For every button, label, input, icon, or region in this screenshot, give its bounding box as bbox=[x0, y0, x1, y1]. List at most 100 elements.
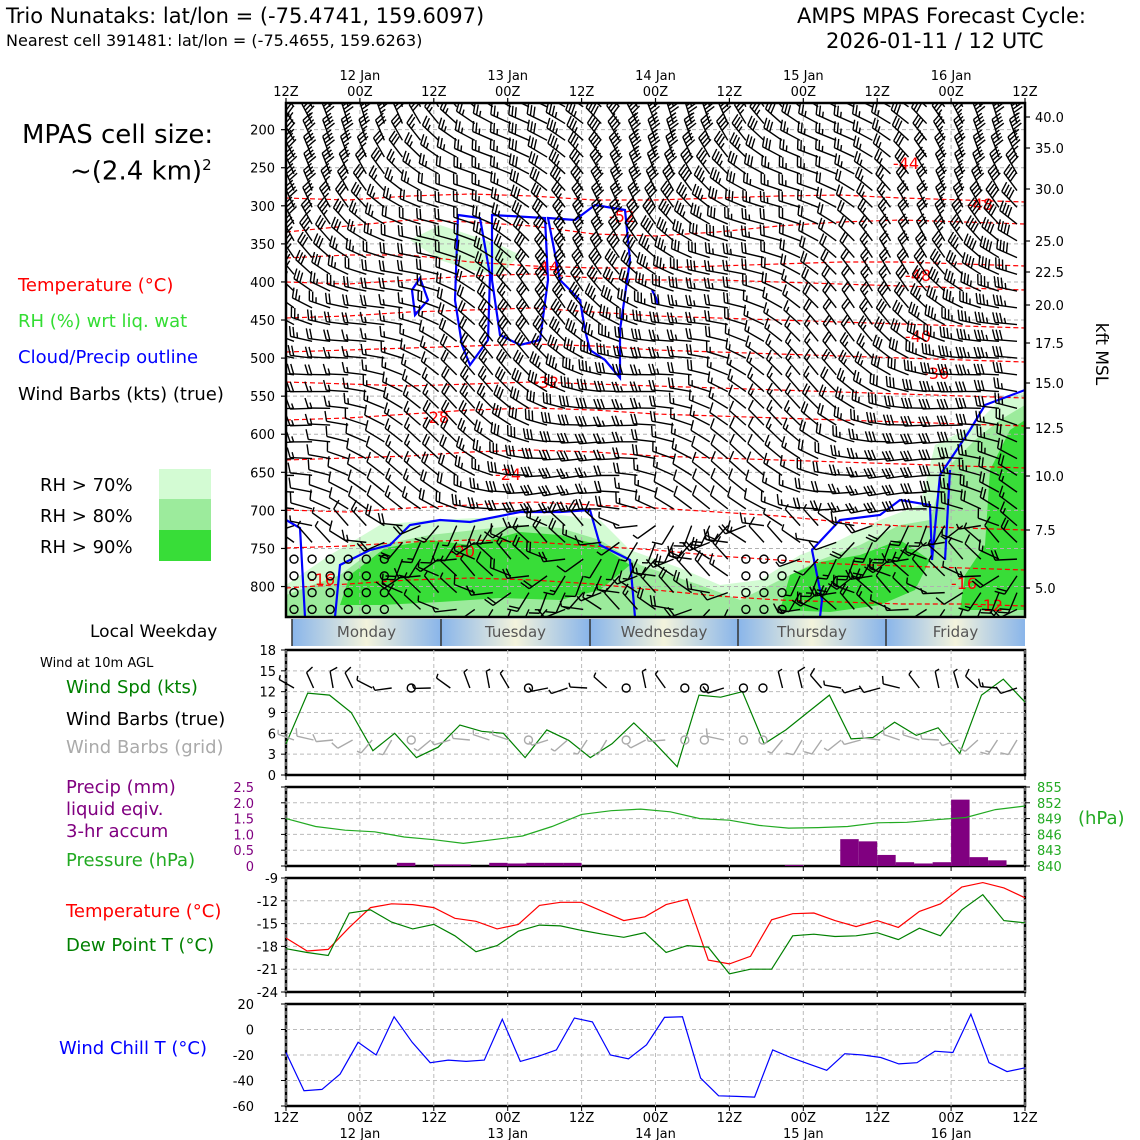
barb-shaft bbox=[781, 445, 801, 460]
wind-barb bbox=[537, 485, 566, 497]
barb-flag bbox=[381, 204, 384, 216]
wind-barb bbox=[322, 129, 335, 158]
barb-flag bbox=[403, 344, 406, 351]
barb-shaft bbox=[490, 164, 512, 175]
barb-flag bbox=[707, 277, 711, 289]
barb-shaft bbox=[818, 393, 837, 409]
barb-flag bbox=[784, 332, 792, 343]
wind-barb bbox=[308, 290, 331, 309]
wind-barb bbox=[420, 542, 440, 564]
barb-flag bbox=[632, 534, 639, 540]
barb-shaft bbox=[615, 472, 638, 477]
barb-shaft bbox=[347, 228, 367, 242]
barb-flag bbox=[611, 363, 617, 375]
barb-flag bbox=[504, 444, 508, 456]
barb-flag bbox=[478, 212, 481, 219]
barb-flag bbox=[302, 83, 309, 91]
barb-flag bbox=[574, 535, 581, 546]
barb-flag bbox=[857, 198, 864, 208]
barb-flag bbox=[508, 405, 511, 417]
wind-barb bbox=[881, 552, 909, 564]
barb-flag bbox=[482, 308, 487, 314]
barb-flag bbox=[628, 129, 638, 138]
barb-flag bbox=[843, 283, 851, 293]
barb-shaft bbox=[311, 261, 331, 275]
barb-flag bbox=[382, 386, 387, 398]
wind-barb bbox=[545, 353, 566, 376]
barb-flag bbox=[576, 595, 582, 602]
barb-shaft bbox=[394, 558, 404, 580]
wind-barb bbox=[781, 103, 801, 125]
barb-shaft bbox=[780, 129, 801, 141]
barb-shaft bbox=[851, 418, 873, 426]
barb-shaft bbox=[538, 592, 548, 614]
barb-flag bbox=[675, 220, 679, 232]
barb-shaft bbox=[471, 148, 494, 158]
barb-flag bbox=[822, 297, 830, 308]
wind-barb bbox=[325, 554, 335, 564]
barb-flag bbox=[573, 199, 582, 209]
barb-flag bbox=[803, 365, 810, 376]
wind-barb bbox=[706, 205, 729, 225]
barb-flag bbox=[768, 81, 773, 90]
barb-flag bbox=[685, 578, 689, 589]
wind-barb bbox=[654, 553, 674, 577]
barb-flag bbox=[615, 447, 620, 458]
barb-flag bbox=[749, 103, 753, 107]
barb-flag bbox=[441, 366, 448, 376]
barb-flag bbox=[275, 343, 276, 353]
wind-barb bbox=[766, 365, 783, 393]
barb-flag bbox=[346, 276, 349, 288]
barb-flag bbox=[638, 368, 642, 375]
wind-barb bbox=[811, 103, 819, 108]
barb-flag bbox=[628, 162, 638, 171]
barb-flag bbox=[861, 283, 870, 293]
barb-shaft bbox=[602, 275, 620, 292]
barb-shaft bbox=[439, 342, 458, 359]
barb-flag bbox=[377, 119, 387, 128]
barb-flag bbox=[575, 293, 580, 300]
barb-flag bbox=[338, 166, 347, 175]
barb-flag bbox=[418, 242, 422, 254]
barb-flag bbox=[638, 402, 642, 409]
barb-shaft bbox=[422, 425, 440, 443]
barb-flag bbox=[532, 168, 538, 180]
barb-flag bbox=[662, 183, 670, 193]
wind-barb bbox=[304, 397, 331, 410]
wind-barb bbox=[685, 327, 710, 343]
wind-barb bbox=[556, 485, 584, 496]
barb-flag bbox=[797, 204, 800, 216]
barb-flag bbox=[745, 134, 750, 145]
barb-flag bbox=[583, 379, 588, 390]
barb-flag bbox=[644, 280, 647, 287]
barb-flag bbox=[268, 417, 272, 427]
barb-flag bbox=[900, 236, 910, 245]
barb-flag bbox=[384, 167, 389, 178]
barb-flag bbox=[670, 90, 678, 96]
barb-shaft bbox=[742, 283, 765, 292]
wind-barb bbox=[415, 242, 439, 259]
barb-flag bbox=[363, 277, 367, 289]
barb-shaft bbox=[402, 378, 421, 393]
barb-shaft bbox=[368, 174, 385, 192]
barb-shaft bbox=[872, 142, 891, 158]
barb-flag bbox=[667, 103, 674, 107]
barb-shaft bbox=[760, 182, 783, 192]
barb-flag bbox=[695, 147, 704, 157]
wind-barb bbox=[704, 325, 728, 343]
barb-flag bbox=[387, 169, 392, 180]
temp-contour bbox=[286, 449, 1025, 469]
barb-shaft bbox=[711, 157, 729, 175]
barb-flag bbox=[894, 340, 899, 351]
barb-flag bbox=[805, 321, 811, 328]
wind-barb bbox=[921, 103, 928, 108]
wind-barb bbox=[380, 223, 403, 242]
barb-flag bbox=[312, 233, 319, 244]
barb-flag bbox=[524, 447, 530, 459]
wind-barb bbox=[648, 346, 674, 359]
barb-flag bbox=[706, 205, 710, 216]
calm-circle bbox=[343, 571, 353, 581]
wind-barb bbox=[673, 485, 693, 510]
temp-contour bbox=[286, 381, 1025, 399]
barb-flag bbox=[881, 485, 888, 496]
